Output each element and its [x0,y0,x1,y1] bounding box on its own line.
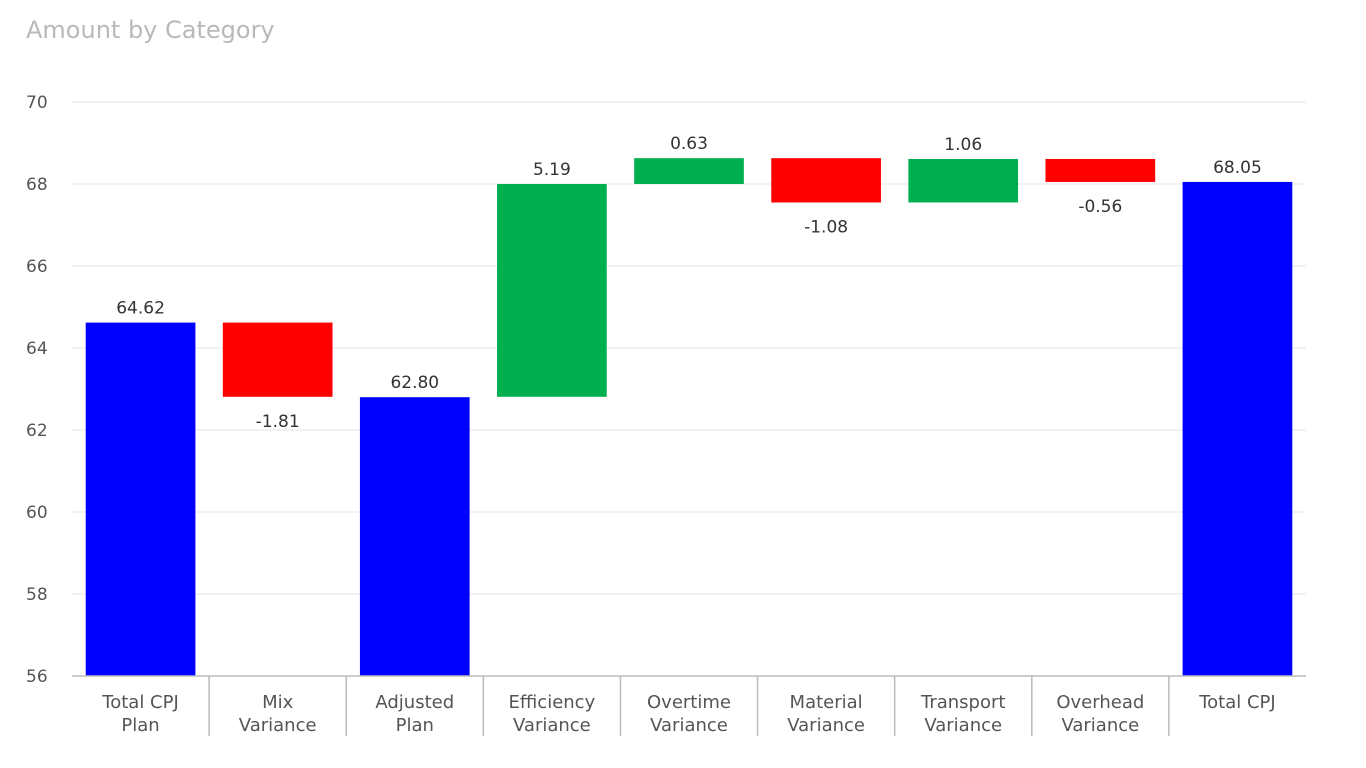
data-label: -0.56 [1078,197,1122,217]
bar-8-total[interactable] [1182,181,1293,676]
bar-3-increase[interactable] [497,184,607,397]
x-category-label: Plan [396,715,434,736]
y-tick-label: 70 [26,93,48,113]
y-tick-label: 62 [26,421,48,441]
bar-7-decrease[interactable] [1045,158,1156,182]
bar-0-total[interactable] [85,322,196,676]
x-category-label: Overtime [647,692,731,713]
bar-5-decrease[interactable] [771,158,881,203]
data-label: 68.05 [1213,158,1262,178]
x-category-label: Total CPJ [101,692,179,713]
bar-1-decrease[interactable] [222,322,333,397]
y-tick-label: 66 [26,257,48,277]
y-tick-label: 56 [26,667,48,687]
x-category-label: Adjusted [375,692,454,713]
x-category-label: Plan [121,715,159,736]
x-category-label: Overhead [1056,692,1144,713]
y-tick-label: 68 [26,175,48,195]
data-label: 62.80 [390,373,439,393]
x-category-label: Material [790,692,863,713]
x-category-label: Variance [787,715,865,736]
bars [85,158,1293,676]
y-tick-label: 64 [26,339,48,359]
x-category-label: Transport [920,692,1005,713]
x-category-label: Total CPJ [1198,692,1276,713]
x-category-label: Mix [262,692,294,713]
bar-2-total[interactable] [359,397,470,676]
y-axis: 56 58 60 62 64 66 68 70 [26,93,48,687]
y-tick-label: 60 [26,503,48,523]
x-category-label: Variance [650,715,728,736]
y-tick-label: 58 [26,585,48,605]
data-label: 5.19 [533,160,571,180]
x-category-label: Efficiency [509,692,596,713]
data-label: -1.81 [256,412,300,432]
x-category-label: Variance [924,715,1002,736]
data-labels: 64.62 -1.81 62.80 5.19 0.63 -1.08 1.06 -0.56 68.… [116,134,1262,432]
x-axis: Total CPJPlanMixVarianceAdjustedPlanEffi… [72,675,1306,736]
data-label: 1.06 [944,135,982,155]
data-label: 64.62 [116,299,165,319]
bar-6-increase[interactable] [908,158,1019,203]
chart-title: Amount by Category [26,16,275,44]
data-label: -1.08 [804,217,848,237]
bar-4-increase[interactable] [634,158,744,184]
x-category-label: Variance [1061,715,1139,736]
data-label: 0.63 [670,134,708,154]
x-category-label: Variance [513,715,591,736]
x-category-label: Variance [239,715,317,736]
